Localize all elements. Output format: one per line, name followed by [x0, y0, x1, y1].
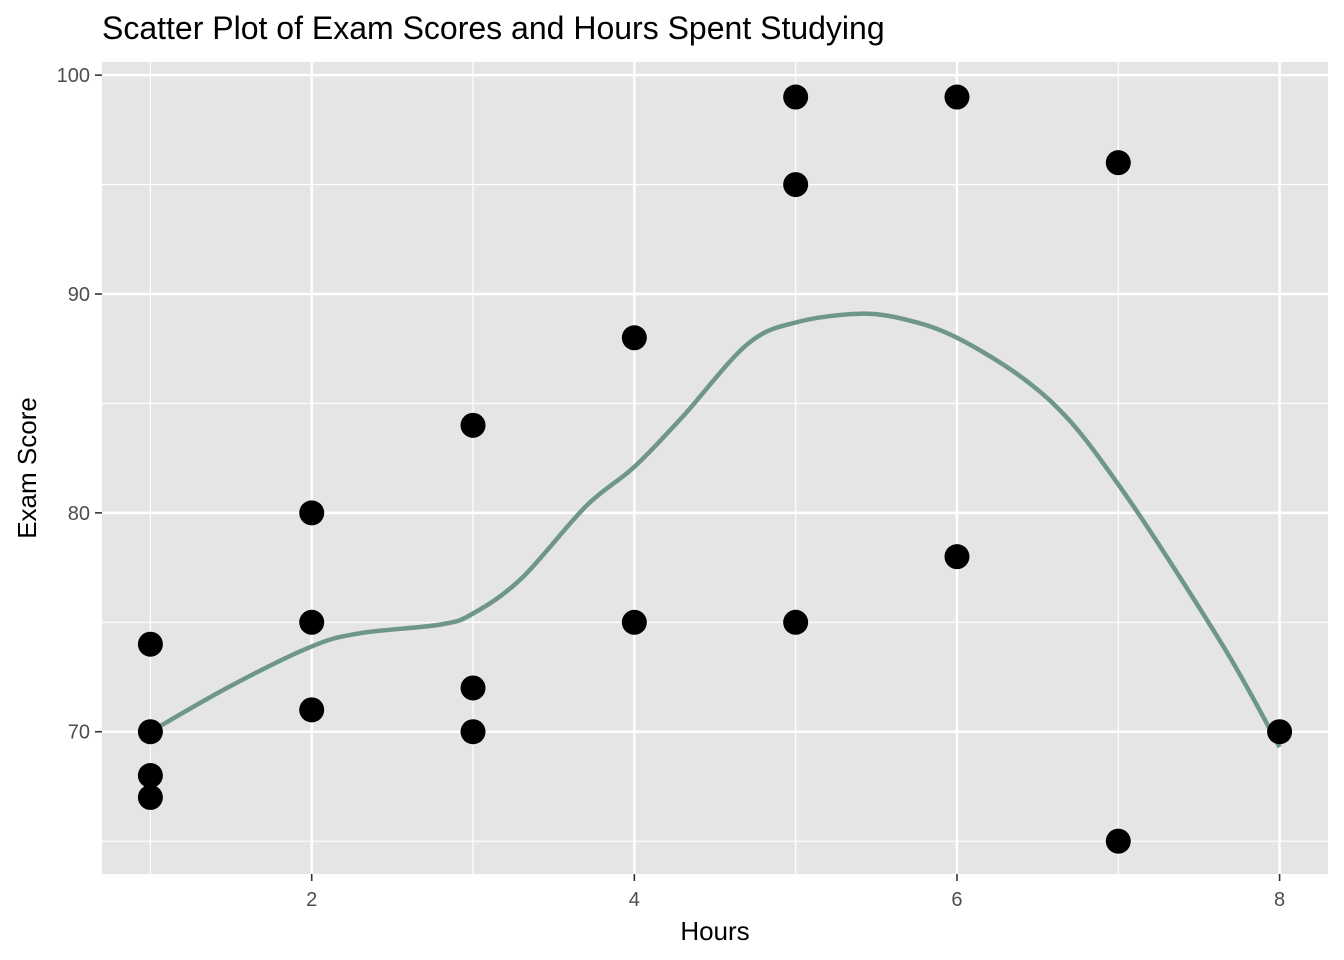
y-tick-label: 70 [68, 722, 90, 744]
data-point [299, 697, 325, 723]
x-tick-label: 6 [951, 889, 962, 911]
data-point [1105, 150, 1131, 176]
x-tick-label: 4 [629, 889, 640, 911]
data-point [621, 325, 647, 351]
data-point [1105, 828, 1131, 854]
data-point [137, 631, 163, 657]
x-axis-title: Hours [680, 916, 749, 946]
data-point [783, 172, 809, 198]
data-point [460, 719, 486, 745]
y-tick-label: 90 [68, 284, 90, 306]
plot-panel [102, 62, 1328, 874]
data-point [1267, 719, 1293, 745]
data-point [621, 609, 647, 635]
x-tick-label: 2 [306, 889, 317, 911]
data-point [944, 84, 970, 110]
data-point [299, 500, 325, 526]
data-point [137, 719, 163, 745]
data-point [299, 609, 325, 635]
data-point [783, 609, 809, 635]
y-tick-label: 100 [57, 65, 90, 87]
data-point [137, 763, 163, 789]
y-axis: 70 80 90 100 [57, 65, 102, 744]
data-point [783, 84, 809, 110]
data-point [460, 675, 486, 701]
data-point [944, 544, 970, 570]
data-point [137, 784, 163, 810]
x-tick-label: 8 [1274, 889, 1285, 911]
x-axis: 2 4 6 8 [306, 874, 1285, 911]
chart-title: Scatter Plot of Exam Scores and Hours Sp… [102, 10, 885, 46]
data-point [460, 412, 486, 438]
y-axis-title: Exam Score [12, 397, 42, 539]
points-layer [137, 84, 1293, 854]
y-tick-label: 80 [68, 503, 90, 525]
smooth-trend-layer [149, 311, 1282, 749]
smooth-trend-line [149, 311, 1282, 749]
